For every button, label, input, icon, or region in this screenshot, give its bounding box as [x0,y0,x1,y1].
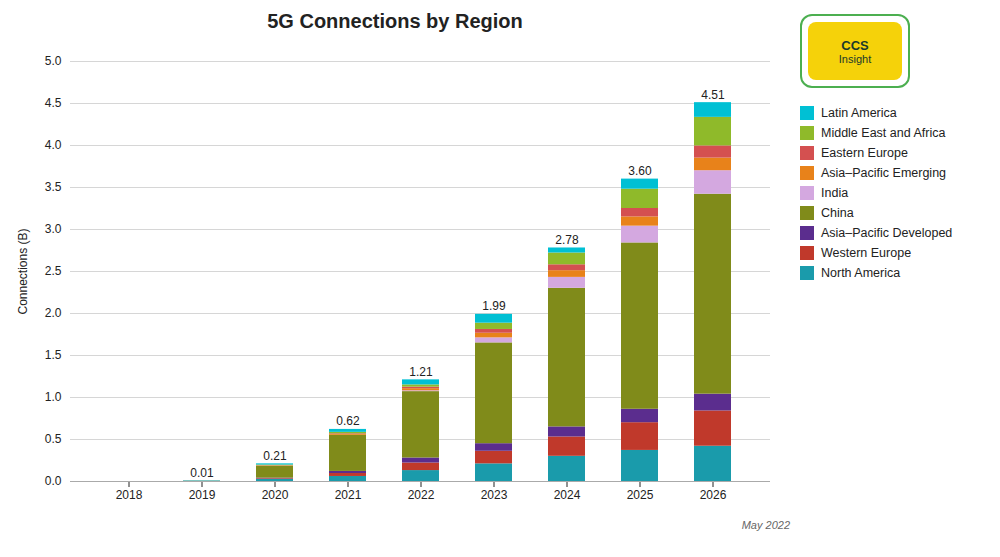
svg-text:2.5: 2.5 [45,264,62,278]
svg-text:0.0: 0.0 [45,474,62,488]
html-text:Middle East and Africa: Middle East and Africa [821,126,946,140]
html-text:May 2022: May 2022 [741,519,790,531]
svg-text:2.0: 2.0 [45,306,62,320]
html-text:Eastern Europe: Eastern Europe [821,146,908,160]
svg-text:1.0: 1.0 [45,390,62,404]
html-text:Insight: Insight [838,52,872,65]
svg-text:0.21: 0.21 [263,449,287,463]
svg-text:5.0: 5.0 [45,54,62,68]
svg-text:4.0: 4.0 [45,138,62,152]
svg-text:3.0: 3.0 [45,222,62,236]
svg-text:2023: 2023 [481,488,508,502]
html-text:Latin America: Latin America [821,106,897,120]
html-text:Western Europe: Western Europe [821,246,912,260]
svg-text:3.60: 3.60 [628,164,652,178]
svg-text:1.5: 1.5 [45,348,62,362]
svg-text:2.78: 2.78 [555,233,579,247]
html-text:India: India [821,186,849,200]
html-text:Asia–Pacific Emerging: Asia–Pacific Emerging [821,166,947,180]
svg-text:2022: 2022 [408,488,435,502]
svg-text:0.01: 0.01 [190,466,214,480]
html-text:North America: North America [821,266,901,280]
svg-text:2024: 2024 [554,488,581,502]
svg-text:1.21: 1.21 [409,365,433,379]
svg-text:Connections (B): Connections (B) [16,228,30,314]
svg-text:4.5: 4.5 [45,96,62,110]
svg-text:2026: 2026 [700,488,727,502]
html-text:Asia–Pacific Developed: Asia–Pacific Developed [821,226,953,240]
svg-text:3.5: 3.5 [45,180,62,194]
svg-text:2025: 2025 [627,488,654,502]
html-text:China: China [821,206,854,220]
svg-text:2021: 2021 [335,488,362,502]
html-text:5G Connections by Region: 5G Connections by Region [267,10,523,32]
svg-text:0.62: 0.62 [336,414,360,428]
svg-text:2018: 2018 [116,488,143,502]
svg-text:2020: 2020 [262,488,289,502]
svg-text:2019: 2019 [189,488,216,502]
svg-text:4.51: 4.51 [701,88,725,102]
svg-text:0.5: 0.5 [45,432,62,446]
html-text:CCS: CCS [841,37,869,53]
svg-text:1.99: 1.99 [482,299,506,313]
